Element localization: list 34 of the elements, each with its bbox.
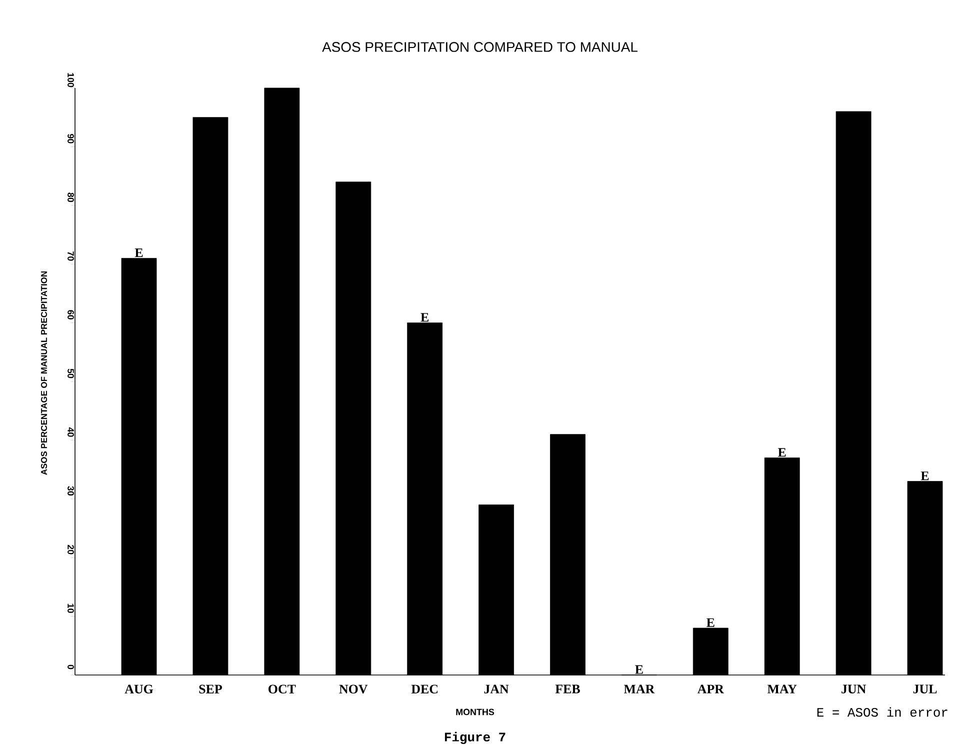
x-tick-label: AUG [124, 684, 154, 694]
y-tick-label: 60 [68, 310, 74, 320]
x-tick-label: JUN [842, 684, 866, 694]
x-tick-label: DEC [411, 684, 438, 694]
y-axis-title: ASOS PERCENTAGE OF MANUAL PRECIPITATION [41, 271, 47, 475]
annotation: E [706, 618, 714, 627]
x-tick-label: APR [697, 684, 724, 694]
y-tick-label: 100 [68, 73, 74, 88]
y-tick-label: 50 [68, 368, 74, 378]
x-tick-label: SEP [199, 684, 222, 694]
y-tick-label: 0 [68, 664, 74, 670]
x-tick-label: MAR [624, 684, 655, 694]
y-tick-label: 20 [68, 544, 74, 554]
annotation: E [134, 248, 143, 258]
y-tick-label: 10 [68, 604, 74, 613]
y-tick-label: 90 [68, 134, 74, 144]
text: E = ASOS in error [817, 707, 948, 717]
caption: Figure 7 [444, 732, 506, 744]
chart-title: ASOS PRECIPITATION COMPARED TO MANUAL [322, 42, 638, 52]
x-tick-label: OCT [268, 684, 296, 694]
x-tick-label: MAY [767, 684, 797, 694]
x-tick-label: FEB [555, 684, 580, 694]
annotation: E [778, 448, 786, 457]
y-tick-label: 80 [68, 192, 74, 202]
x-axis-title: MONTHS [456, 708, 494, 716]
y-tick-label: 30 [68, 486, 74, 496]
y-tick-label: 40 [68, 427, 74, 437]
x-tick-label: NOV [339, 684, 368, 694]
annotation: E [920, 472, 929, 480]
y-tick-label: 70 [68, 251, 74, 261]
x-tick-label: JAN [484, 684, 509, 694]
x-tick-label: JUL [913, 684, 937, 694]
annotation: E [420, 313, 428, 322]
annotation: E [635, 665, 643, 674]
